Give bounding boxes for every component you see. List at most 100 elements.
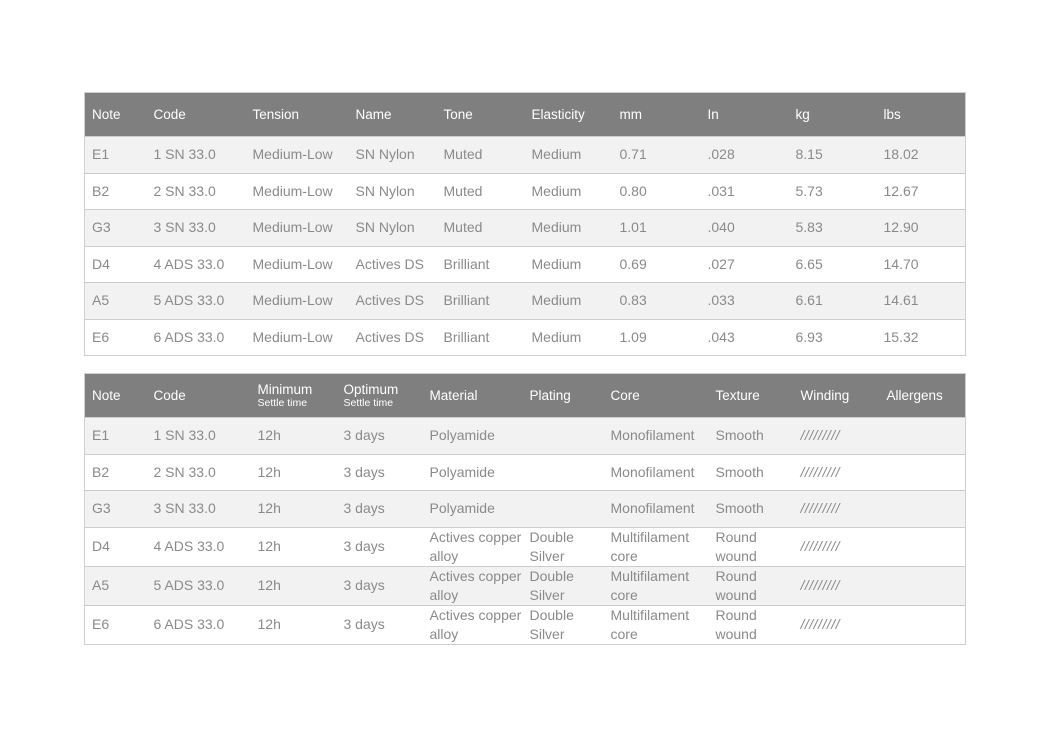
- column-header-label: Allergens: [886, 387, 943, 403]
- column-header-code: Code: [146, 92, 246, 137]
- column-header-label: Material: [429, 387, 478, 403]
- column-header-label: Tension: [252, 106, 300, 122]
- cell-material: Polyamide: [422, 417, 523, 454]
- cell-in: .033: [700, 282, 789, 319]
- column-header-elasticity: Elasticity: [524, 92, 613, 137]
- cell-elasticity: Medium: [524, 282, 613, 319]
- column-header-tension: Tension: [245, 92, 349, 137]
- cell-allergens: [879, 453, 966, 491]
- cell-minimum: 12h: [250, 453, 337, 491]
- column-header-label: lbs: [883, 106, 901, 122]
- cell-name: Actives DS: [348, 282, 437, 319]
- cell-texture: Smooth: [708, 417, 794, 454]
- cell-code: 4 ADS 33.0: [146, 526, 251, 566]
- column-header-label: Winding: [800, 387, 850, 403]
- cell-code: 6 ADS 33.0: [146, 604, 251, 644]
- cell-texture: Round wound: [708, 604, 794, 644]
- column-header-mm: mm: [612, 92, 701, 137]
- table-row: A5 5 ADS 33.0 Medium-Low Actives DS Brillian…: [84, 282, 966, 319]
- header-row: Note Code Tension Name Tone Elasticity mm In kg l…: [84, 92, 966, 137]
- table-row: G3 3 SN 33.0 12h 3 days Polyamide Monofilamen…: [84, 490, 966, 527]
- cell-code: 1 SN 33.0: [146, 417, 251, 454]
- column-header-label: Elasticity: [531, 106, 585, 122]
- cell-minimum: 12h: [250, 526, 337, 566]
- cell-material: Actives copper alloy: [422, 604, 523, 644]
- table-row: E6 6 ADS 33.0 12h 3 days Actives copper allo…: [84, 604, 966, 644]
- cell-plating: [522, 490, 604, 527]
- cell-tone: Brilliant: [436, 245, 525, 283]
- cell-tension: Medium-Low: [245, 245, 349, 283]
- table-row: E1 1 SN 33.0 Medium-Low SN Nylon Muted Medium…: [84, 136, 966, 173]
- cell-material: Actives copper alloy: [422, 526, 523, 566]
- column-header-material: Material: [422, 373, 523, 418]
- cell-texture: Round wound: [708, 565, 794, 605]
- cell-in: .031: [700, 172, 789, 210]
- cell-lbs: 18.02: [876, 136, 966, 173]
- cell-plating: [522, 417, 604, 454]
- cell-plating: [522, 453, 604, 491]
- cell-winding: /////////: [793, 565, 880, 605]
- cell-code: 3 SN 33.0: [146, 209, 246, 246]
- cell-mm: 1.09: [612, 318, 701, 356]
- column-header-tone: Tone: [436, 92, 525, 137]
- cell-code: 3 SN 33.0: [146, 490, 251, 527]
- column-header-name: Name: [348, 92, 437, 137]
- cell-note: B2: [84, 453, 147, 491]
- cell-plating: Double Silver: [522, 604, 604, 644]
- cell-material: Polyamide: [422, 490, 523, 527]
- cell-name: SN Nylon: [348, 172, 437, 210]
- cell-kg: 6.65: [788, 245, 877, 283]
- cell-note: B2: [84, 172, 147, 210]
- cell-winding: /////////: [793, 604, 880, 644]
- column-header-kg: kg: [788, 92, 877, 137]
- cell-winding: /////////: [793, 417, 880, 454]
- column-header-label: In: [707, 106, 719, 122]
- cell-name: Actives DS: [348, 245, 437, 283]
- cell-tension: Medium-Low: [245, 282, 349, 319]
- cell-tension: Medium-Low: [245, 209, 349, 246]
- cell-minimum: 12h: [250, 565, 337, 605]
- cell-elasticity: Medium: [524, 209, 613, 246]
- cell-kg: 5.83: [788, 209, 877, 246]
- cell-allergens: [879, 604, 966, 644]
- cell-in: .043: [700, 318, 789, 356]
- cell-mm: 0.80: [612, 172, 701, 210]
- table-row: E1 1 SN 33.0 12h 3 days Polyamide Monofilamen…: [84, 417, 966, 454]
- cell-mm: 0.69: [612, 245, 701, 283]
- cell-code: 1 SN 33.0: [146, 136, 246, 173]
- column-header-note: Note: [84, 92, 147, 137]
- cell-elasticity: Medium: [524, 318, 613, 356]
- cell-tension: Medium-Low: [245, 136, 349, 173]
- cell-kg: 6.93: [788, 318, 877, 356]
- header-row: Note Code Minimum Settle time Optimum Settle …: [84, 373, 966, 418]
- cell-note: E1: [84, 136, 147, 173]
- cell-texture: Smooth: [708, 490, 794, 527]
- column-header-label: Tone: [443, 106, 473, 122]
- cell-mm: 0.71: [612, 136, 701, 173]
- column-header-texture: Texture: [708, 373, 794, 418]
- table-row: D4 4 ADS 33.0 Medium-Low Actives DS Brillian…: [84, 245, 966, 283]
- cell-kg: 8.15: [788, 136, 877, 173]
- column-header-label: Name: [355, 106, 392, 122]
- table-row: E6 6 ADS 33.0 Medium-Low Actives DS Brillian…: [84, 318, 966, 356]
- cell-core: Multifilament core: [603, 565, 709, 605]
- column-header-label: Texture: [715, 387, 760, 403]
- table-row: B2 2 SN 33.0 Medium-Low SN Nylon Muted Medium…: [84, 172, 966, 210]
- cell-material: Actives copper alloy: [422, 565, 523, 605]
- cell-texture: Round wound: [708, 526, 794, 566]
- cell-mm: 0.83: [612, 282, 701, 319]
- string-materials-table: Note Code Minimum Settle time Optimum Settle …: [84, 373, 966, 645]
- cell-optimum: 3 days: [336, 526, 423, 566]
- cell-plating: Double Silver: [522, 526, 604, 566]
- cell-elasticity: Medium: [524, 136, 613, 173]
- cell-minimum: 12h: [250, 417, 337, 454]
- column-header-allergens: Allergens: [879, 373, 966, 418]
- cell-tone: Muted: [436, 209, 525, 246]
- cell-tone: Brilliant: [436, 282, 525, 319]
- cell-lbs: 12.90: [876, 209, 966, 246]
- cell-in: .027: [700, 245, 789, 283]
- column-header-winding: Winding: [793, 373, 880, 418]
- cell-note: D4: [84, 526, 147, 566]
- column-header-label: Code: [153, 106, 186, 122]
- cell-code: 2 SN 33.0: [146, 172, 246, 210]
